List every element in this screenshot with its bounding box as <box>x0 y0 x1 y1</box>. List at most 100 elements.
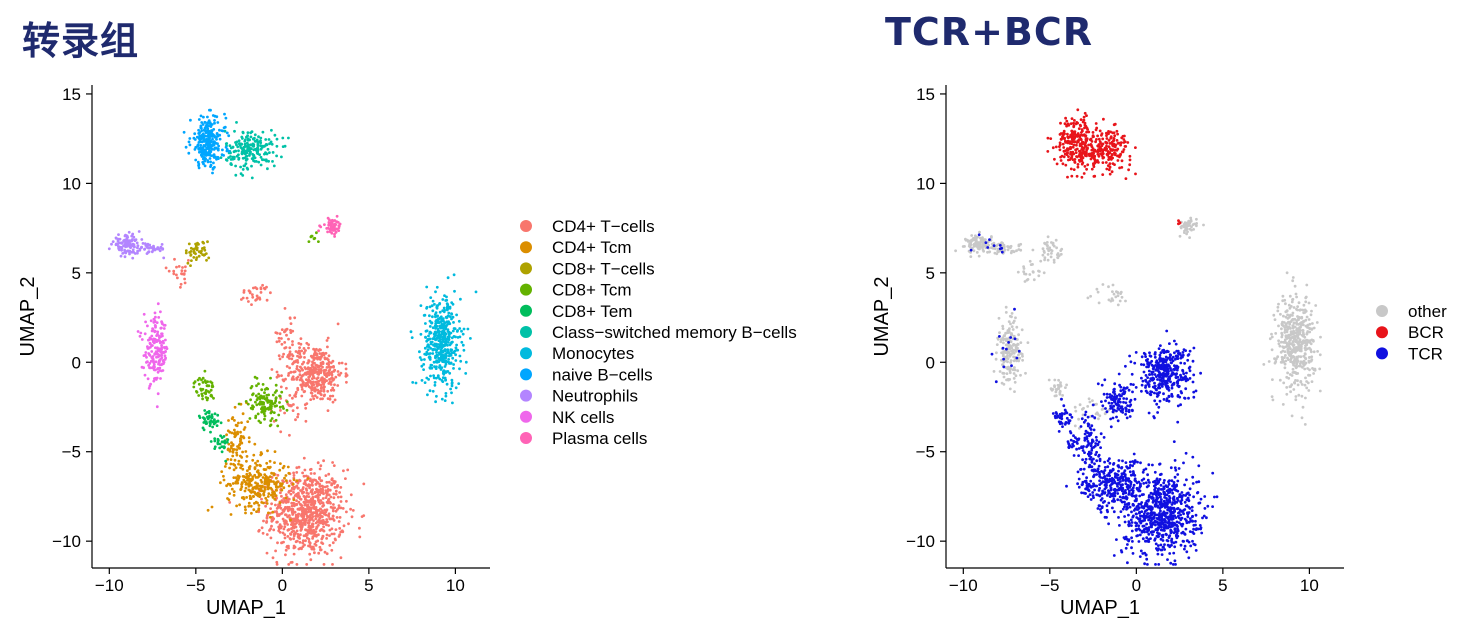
data-point <box>294 350 298 353</box>
data-point <box>1031 270 1035 273</box>
data-point <box>259 478 263 482</box>
data-point <box>299 383 303 387</box>
data-point <box>274 549 277 553</box>
data-point <box>309 386 313 390</box>
data-point <box>323 550 327 554</box>
data-point <box>197 166 201 170</box>
data-point <box>207 390 211 394</box>
data-point <box>203 369 207 373</box>
data-point <box>1300 394 1304 398</box>
data-point <box>307 240 311 244</box>
data-point <box>217 144 221 148</box>
data-point <box>315 396 319 399</box>
data-point <box>1046 136 1050 140</box>
data-point <box>157 353 161 357</box>
data-point <box>1119 290 1123 294</box>
data-point <box>440 341 443 344</box>
data-point <box>1000 351 1003 355</box>
data-point <box>446 307 450 311</box>
legend-swatch <box>520 220 532 232</box>
data-point <box>212 161 215 165</box>
data-point <box>1299 325 1302 329</box>
data-point <box>1276 305 1280 309</box>
data-point <box>452 335 456 338</box>
data-point <box>431 315 434 319</box>
data-point <box>441 350 445 354</box>
data-point <box>450 317 453 321</box>
data-point <box>1290 414 1294 418</box>
data-point <box>1090 152 1094 155</box>
data-point <box>1146 512 1150 515</box>
data-point <box>1295 346 1299 350</box>
data-point <box>1137 527 1141 531</box>
data-point <box>267 138 271 141</box>
data-point <box>229 462 233 466</box>
data-point <box>250 303 253 306</box>
data-point <box>1291 314 1294 317</box>
data-point <box>279 491 282 495</box>
data-point <box>469 337 472 340</box>
data-point <box>265 298 269 302</box>
data-point <box>1282 314 1285 318</box>
data-point <box>247 504 251 508</box>
data-point <box>1001 338 1005 342</box>
data-point <box>1297 364 1301 368</box>
data-point <box>338 516 342 519</box>
data-point <box>131 248 135 252</box>
data-point <box>244 162 248 166</box>
data-point <box>1128 470 1132 474</box>
data-point <box>298 540 302 544</box>
data-point <box>1061 162 1065 166</box>
data-point <box>277 336 281 340</box>
data-point <box>1288 354 1292 358</box>
data-point <box>280 499 284 502</box>
data-point <box>229 484 233 487</box>
data-point <box>327 512 331 516</box>
data-point <box>1103 412 1107 416</box>
data-point <box>1032 278 1036 282</box>
data-point <box>242 146 246 149</box>
data-point <box>1112 292 1116 296</box>
data-point <box>450 312 454 316</box>
data-point <box>1078 123 1082 127</box>
data-point <box>306 477 310 480</box>
data-point <box>339 495 343 499</box>
data-point <box>310 391 314 395</box>
data-point <box>1031 248 1035 252</box>
data-point <box>325 552 329 556</box>
data-point <box>1197 464 1201 468</box>
data-point <box>107 247 111 251</box>
data-point <box>296 354 299 358</box>
data-point <box>211 137 214 141</box>
data-point <box>235 504 239 508</box>
data-point <box>253 467 257 471</box>
data-point <box>207 120 211 124</box>
legend-swatch <box>520 304 532 317</box>
data-point <box>1174 468 1178 472</box>
data-point <box>321 509 324 513</box>
data-point <box>998 331 1001 334</box>
data-point <box>1115 538 1118 541</box>
data-point <box>1136 534 1140 537</box>
data-point <box>1073 161 1077 164</box>
data-point <box>1309 350 1313 354</box>
data-point <box>218 442 222 446</box>
data-point <box>1194 549 1198 552</box>
data-point <box>317 240 320 244</box>
data-point <box>326 216 330 220</box>
data-point <box>1102 156 1106 159</box>
data-point <box>312 366 315 369</box>
data-point <box>325 379 328 383</box>
data-point <box>201 416 205 419</box>
data-point <box>1070 117 1074 120</box>
cluster-11 <box>1046 108 1101 179</box>
data-point <box>1271 378 1274 381</box>
data-point <box>308 541 312 545</box>
data-point <box>1300 315 1304 319</box>
data-point <box>440 322 444 326</box>
data-point <box>199 125 203 128</box>
data-point <box>251 475 255 479</box>
data-point <box>201 381 205 384</box>
data-point <box>1143 562 1146 566</box>
data-point <box>199 135 203 138</box>
